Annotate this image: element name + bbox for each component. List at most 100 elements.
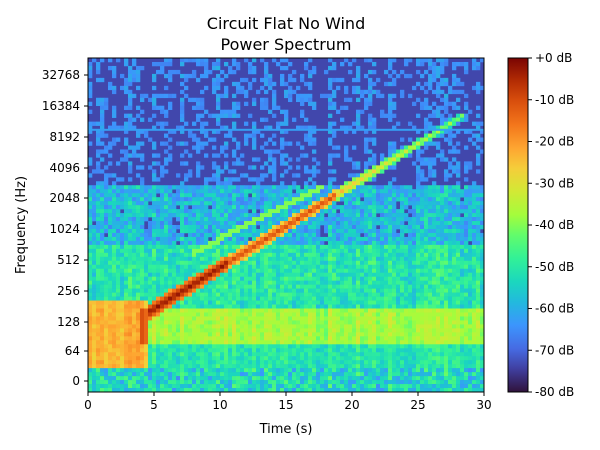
heatmap-cell (400, 217, 405, 222)
heatmap-cell (88, 256, 93, 262)
heatmap-cell (116, 228, 121, 234)
heatmap-cell (260, 145, 265, 150)
heatmap-cell (120, 217, 125, 222)
heatmap-cell (100, 296, 105, 301)
heatmap-cell (168, 372, 173, 377)
heatmap-cell (344, 149, 349, 154)
heatmap-cell (96, 232, 101, 238)
heatmap-cell (164, 312, 169, 317)
heatmap-cell (360, 316, 365, 321)
heatmap-cell (348, 256, 353, 262)
heatmap-cell (116, 217, 121, 222)
heatmap-cell (192, 268, 197, 274)
heatmap-cell (252, 352, 257, 357)
heatmap-cell (348, 372, 353, 377)
heatmap-cell (168, 268, 173, 274)
heatmap-cell (348, 240, 353, 246)
heatmap-cell (108, 384, 113, 389)
heatmap-cell (368, 81, 373, 87)
heatmap-cell (364, 101, 369, 107)
heatmap-cell (348, 217, 353, 222)
heatmap-cell (356, 177, 361, 182)
heatmap-cell (276, 248, 281, 254)
heatmap-cell (244, 332, 249, 337)
heatmap-cell (372, 388, 377, 393)
heatmap-cell (168, 61, 173, 67)
heatmap-cell (388, 165, 393, 170)
heatmap-cell (308, 169, 313, 174)
heatmap-cell (364, 205, 369, 210)
heatmap-cell (232, 209, 237, 214)
heatmap-cell (332, 225, 337, 230)
heatmap-cell (308, 344, 313, 349)
heatmap-cell (144, 300, 149, 305)
heatmap-cell (188, 308, 193, 313)
heatmap-cell (236, 85, 241, 91)
heatmap-cell (292, 384, 297, 389)
heatmap-cell (328, 280, 333, 285)
heatmap-cell (288, 232, 293, 238)
heatmap-cell (176, 352, 181, 357)
heatmap-cell (372, 236, 377, 242)
heatmap-cell (128, 360, 133, 365)
heatmap-cell (188, 236, 193, 242)
heatmap-cell (236, 264, 241, 270)
heatmap-cell (292, 217, 297, 222)
heatmap-cell (240, 89, 245, 95)
heatmap-cell (392, 244, 397, 250)
heatmap-cell (308, 384, 313, 389)
heatmap-cell (124, 205, 129, 210)
heatmap-cell (252, 145, 257, 150)
heatmap-cell (332, 292, 337, 297)
heatmap-cell (176, 213, 181, 218)
heatmap-cell (188, 320, 193, 325)
heatmap-cell (140, 181, 145, 186)
heatmap-cell (264, 360, 269, 365)
heatmap-cell (360, 364, 365, 369)
heatmap-cell (392, 280, 397, 285)
heatmap-cell (128, 352, 133, 357)
heatmap-cell (228, 264, 233, 270)
heatmap-cell (308, 225, 313, 230)
heatmap-cell (120, 240, 125, 246)
heatmap-cell (280, 320, 285, 325)
heatmap-cell (212, 77, 217, 83)
heatmap-cell (288, 356, 293, 361)
heatmap-cell (88, 61, 93, 67)
heatmap-cell (228, 328, 233, 333)
heatmap-cell (232, 221, 237, 226)
heatmap-cell (268, 260, 273, 266)
heatmap-cell (272, 332, 277, 337)
heatmap-cell (184, 58, 189, 63)
heatmap-cell (364, 89, 369, 95)
heatmap-cell (228, 213, 233, 218)
heatmap-cell (228, 280, 233, 285)
heatmap-cell (276, 328, 281, 333)
heatmap-cell (200, 209, 205, 214)
heatmap-cell (216, 300, 221, 305)
heatmap-cell (116, 372, 121, 377)
heatmap-cell (136, 225, 141, 230)
heatmap-cell (92, 240, 97, 246)
heatmap-cell (328, 340, 333, 345)
heatmap-cell (140, 217, 145, 222)
heatmap-cell (180, 185, 185, 190)
heatmap-cell (128, 145, 133, 150)
heatmap-cell (332, 384, 337, 389)
heatmap-cell (396, 248, 401, 254)
heatmap-cell (204, 61, 209, 67)
heatmap-cell (400, 348, 405, 353)
heatmap-cell (320, 320, 325, 325)
heatmap-cell (388, 81, 393, 87)
heatmap-cell (360, 328, 365, 333)
heatmap-cell (212, 376, 217, 381)
heatmap-cell (292, 352, 297, 357)
heatmap-cell (144, 256, 149, 262)
heatmap-cell (360, 236, 365, 242)
heatmap-cell (192, 276, 197, 281)
heatmap-cell (196, 221, 201, 226)
heatmap-cell (116, 328, 121, 333)
heatmap-cell (220, 376, 225, 381)
heatmap-cell (212, 201, 217, 206)
heatmap-cell (228, 232, 233, 238)
